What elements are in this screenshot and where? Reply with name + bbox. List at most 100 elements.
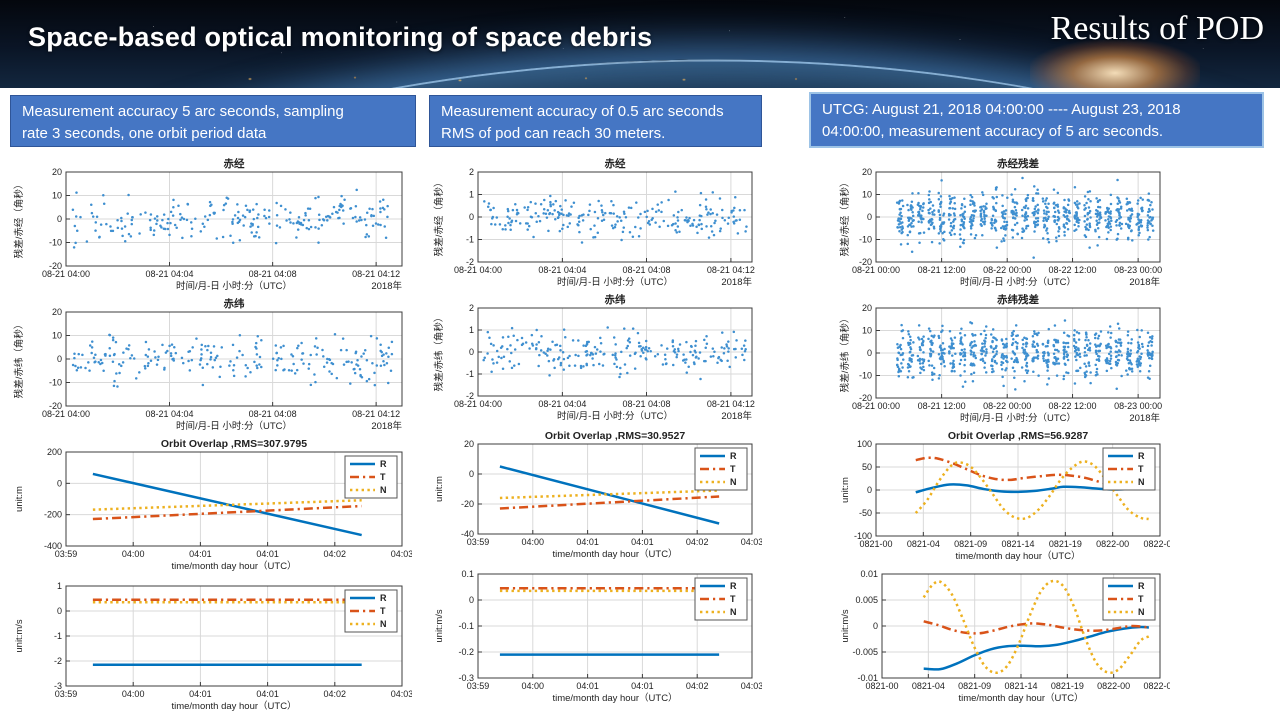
svg-text:-20: -20: [49, 401, 62, 411]
svg-text:08-21 04:12: 08-21 04:12: [352, 409, 400, 419]
info-box-left-line2: rate 3 seconds, one orbit period data: [22, 124, 267, 142]
svg-text:50: 50: [862, 462, 872, 472]
svg-text:-2: -2: [466, 257, 474, 267]
svg-text:time/month day hour（UTC）: time/month day hour（UTC）: [171, 560, 296, 572]
svg-text:08-21 04:00: 08-21 04:00: [454, 399, 502, 409]
svg-text:赤经: 赤经: [224, 157, 245, 170]
svg-text:04:00: 04:00: [122, 689, 145, 699]
svg-text:20: 20: [464, 439, 474, 449]
svg-text:04:01: 04:01: [189, 689, 212, 699]
header-banner: Space-based optical monitoring of space …: [0, 0, 1280, 88]
svg-text:时间/月-日 小时:分（UTC）: 时间/月-日 小时:分（UTC）: [960, 276, 1076, 288]
svg-text:0: 0: [57, 478, 62, 488]
svg-text:time/month day hour（UTC）: time/month day hour（UTC）: [552, 692, 677, 704]
svg-text:time/month day hour（UTC）: time/month day hour（UTC）: [958, 692, 1083, 704]
info-box-left-line1: Measurement accuracy 5 arc seconds, samp…: [22, 103, 344, 120]
svg-text:0821-14: 0821-14: [1004, 681, 1037, 691]
svg-text:08-21 04:04: 08-21 04:04: [145, 269, 193, 279]
svg-text:0: 0: [867, 348, 872, 358]
svg-text:0821-09: 0821-09: [954, 539, 987, 549]
svg-text:0: 0: [469, 595, 474, 605]
info-box-right-line1: UTCG: August 21, 2018 04:00:00 ---- Augu…: [822, 101, 1181, 118]
svg-text:0: 0: [867, 212, 872, 222]
svg-text:0: 0: [57, 214, 62, 224]
svg-text:04:01: 04:01: [576, 537, 599, 547]
svg-text:T: T: [380, 472, 386, 482]
svg-text:03:59: 03:59: [467, 537, 490, 547]
svg-text:R: R: [380, 593, 387, 603]
svg-text:Orbit Overlap ,RMS=56.9287: Orbit Overlap ,RMS=56.9287: [948, 430, 1089, 442]
svg-text:04:02: 04:02: [686, 537, 709, 547]
svg-text:T: T: [1138, 594, 1144, 604]
svg-text:04:03: 04:03: [391, 549, 412, 559]
svg-text:-3: -3: [54, 681, 62, 691]
svg-text:残差/赤纬（角秒）: 残差/赤纬（角秒）: [13, 320, 25, 399]
svg-text:-20: -20: [859, 393, 872, 403]
svg-text:04:01: 04:01: [631, 681, 654, 691]
svg-text:2018年: 2018年: [371, 420, 402, 432]
svg-text:0821-00: 0821-00: [859, 539, 892, 549]
chart-dec-residual-right: -20 -10 0 10 20 08-21 00:00 08-21 12:00 08-22 0…: [836, 292, 1170, 428]
svg-text:N: N: [380, 485, 387, 495]
svg-text:08-21 04:04: 08-21 04:04: [145, 409, 193, 419]
svg-text:-0.2: -0.2: [458, 647, 474, 657]
svg-text:unit:m: unit:m: [434, 476, 445, 502]
svg-text:0: 0: [469, 469, 474, 479]
svg-text:0822-04: 0822-04: [1143, 539, 1170, 549]
svg-text:R: R: [1138, 581, 1145, 591]
svg-text:时间/月-日 小时:分（UTC）: 时间/月-日 小时:分（UTC）: [557, 276, 673, 288]
svg-text:unit:m/s: unit:m/s: [840, 609, 851, 643]
svg-text:unit:m: unit:m: [840, 477, 851, 503]
svg-text:残差/赤纬（角秒）: 残差/赤纬（角秒）: [839, 314, 851, 393]
svg-text:04:03: 04:03: [741, 681, 762, 691]
page-subtitle: Results of POD: [1050, 10, 1264, 47]
svg-text:0821-14: 0821-14: [1001, 539, 1034, 549]
svg-text:-0.3: -0.3: [458, 673, 474, 683]
svg-text:N: N: [730, 477, 737, 487]
svg-text:unit:m: unit:m: [14, 486, 25, 512]
svg-text:N: N: [380, 619, 387, 629]
svg-text:-10: -10: [859, 235, 872, 245]
svg-text:R: R: [730, 451, 737, 461]
svg-text:08-21 04:08: 08-21 04:08: [622, 265, 670, 275]
svg-text:1: 1: [469, 190, 474, 200]
svg-text:-0.1: -0.1: [458, 621, 474, 631]
svg-text:unit:m/s: unit:m/s: [14, 619, 25, 653]
svg-text:10: 10: [52, 331, 62, 341]
svg-text:-1: -1: [466, 369, 474, 379]
sun-glare-decoration: [1030, 40, 1200, 88]
svg-text:04:01: 04:01: [256, 549, 279, 559]
svg-text:0.01: 0.01: [860, 569, 878, 579]
svg-text:08-22 00:00: 08-22 00:00: [983, 265, 1031, 275]
svg-text:R: R: [1138, 451, 1145, 461]
info-box-middle-line2: RMS of pod can reach 30 meters.: [441, 124, 666, 142]
svg-text:08-23 00:00: 08-23 00:00: [1114, 265, 1162, 275]
svg-text:N: N: [1138, 477, 1145, 487]
svg-text:-200: -200: [44, 510, 62, 520]
svg-text:-1: -1: [54, 631, 62, 641]
svg-text:10: 10: [862, 326, 872, 336]
svg-text:04:01: 04:01: [189, 549, 212, 559]
chart-orbit-overlap-position-right: -100 -50 0 50 100 0821-00 0821-04 0821-09 0821-1…: [836, 428, 1170, 566]
svg-text:2018年: 2018年: [721, 410, 752, 422]
svg-text:time/month day hour（UTC）: time/month day hour（UTC）: [171, 700, 296, 712]
svg-text:0: 0: [57, 354, 62, 364]
svg-text:08-22 00:00: 08-22 00:00: [983, 401, 1031, 411]
svg-text:0: 0: [469, 212, 474, 222]
svg-text:N: N: [730, 607, 737, 617]
svg-text:20: 20: [862, 303, 872, 313]
svg-text:残差/赤经（角秒）: 残差/赤经（角秒）: [839, 178, 851, 257]
svg-text:08-21 04:12: 08-21 04:12: [352, 269, 400, 279]
svg-text:08-23 00:00: 08-23 00:00: [1114, 401, 1162, 411]
chart-dec-residual-middle: -2 -1 0 1 2 08-21 04:00 08-21 04:04 08-21 04:08…: [430, 292, 762, 426]
svg-text:100: 100: [857, 439, 872, 449]
svg-text:08-21 04:04: 08-21 04:04: [538, 399, 586, 409]
svg-text:Orbit Overlap ,RMS=30.9527: Orbit Overlap ,RMS=30.9527: [545, 430, 686, 442]
svg-text:-400: -400: [44, 541, 62, 551]
svg-text:04:02: 04:02: [324, 689, 347, 699]
chart-dec-residual-left: -20 -10 0 10 20 08-21 04:00 08-21 04:04 08-21 0…: [10, 296, 412, 436]
info-box-middle-line1: Measurement accuracy of 0.5 arc seconds: [441, 103, 724, 120]
svg-text:0822-04: 0822-04: [1143, 681, 1170, 691]
svg-text:0821-19: 0821-19: [1049, 539, 1082, 549]
